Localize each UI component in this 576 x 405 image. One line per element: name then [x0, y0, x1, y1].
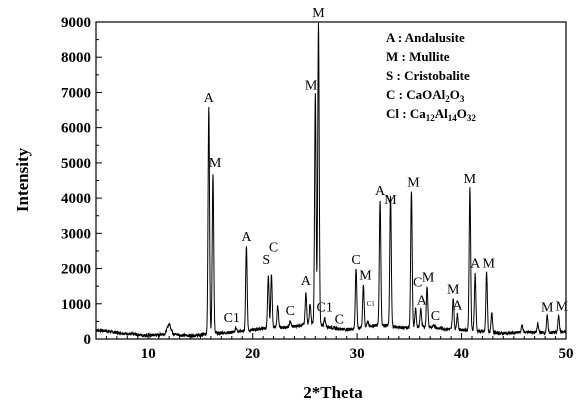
- y-tick-label: 9000: [61, 15, 91, 31]
- plot-border: [95, 21, 567, 340]
- y-tick-label: 2000: [61, 262, 91, 278]
- peak-label: M: [464, 172, 477, 187]
- peak-label: C1: [367, 300, 376, 308]
- x-tick-label: 30: [350, 346, 365, 362]
- peak-label: C: [413, 276, 422, 291]
- peak-label: M: [482, 256, 495, 271]
- peak-label: A: [452, 299, 463, 314]
- y-tick-label: 0: [84, 332, 92, 348]
- peak-label: A: [301, 274, 312, 289]
- peak-label: C: [431, 309, 440, 324]
- peak-label: M: [556, 300, 569, 315]
- peak-label: C1: [224, 311, 240, 326]
- legend-entry: S : Cristobalite: [386, 68, 470, 83]
- peak-label: A: [204, 91, 215, 106]
- peak-label: A: [417, 293, 428, 308]
- peak-label: S: [262, 253, 270, 268]
- peak-label: M: [422, 270, 435, 285]
- y-tick-label: 5000: [61, 156, 91, 172]
- peak-label: C: [335, 313, 344, 328]
- peak-label: C1: [317, 300, 333, 315]
- peak-label: M: [384, 193, 397, 208]
- y-axis-ticks: 0 1000 2000 3000 4000 5000 6000 7000 8000 9000: [61, 15, 102, 348]
- legend: A : Andalusite M : Mullite S : Cristobalit…: [386, 30, 476, 123]
- peak-label: A: [241, 230, 252, 245]
- plot-frame: [95, 21, 567, 340]
- peak-label: M: [541, 300, 554, 315]
- x-tick-label: 20: [245, 346, 260, 362]
- y-tick-label: 7000: [61, 85, 91, 101]
- peak-label: A: [470, 256, 481, 271]
- y-tick-label: 3000: [61, 226, 91, 242]
- peak-label: C: [269, 240, 278, 255]
- peak-label: M: [305, 78, 318, 93]
- x-axis-ticks: 10 20 30 40 50: [105, 333, 574, 362]
- y-tick-label: 8000: [61, 50, 91, 66]
- peak-label: A: [375, 184, 386, 199]
- peak-label: M: [359, 269, 372, 284]
- xrd-pattern-line: [95, 22, 567, 339]
- y-tick-label: 6000: [61, 121, 91, 137]
- legend-entry: C : CaOAl2O3: [386, 87, 465, 104]
- peak-label: M: [407, 175, 420, 190]
- peak-label: C: [286, 304, 295, 319]
- x-tick-label: 40: [454, 346, 469, 362]
- y-tick-label: 1000: [61, 297, 91, 313]
- y-axis-title: Intensity: [13, 147, 32, 212]
- peak-label: M: [209, 156, 222, 171]
- legend-entry: A : Andalusite: [386, 30, 465, 45]
- peak-label: M: [312, 6, 325, 21]
- x-tick-label: 10: [141, 346, 156, 362]
- legend-entry: M : Mullite: [386, 49, 450, 64]
- peak-label: M: [447, 283, 460, 298]
- peak-label: C: [351, 253, 360, 268]
- legend-entry: Cl : Ca12Al14O32: [386, 106, 476, 123]
- x-tick-label: 50: [559, 346, 574, 362]
- x-axis-title: 2*Theta: [303, 383, 363, 402]
- y-tick-label: 4000: [61, 191, 91, 207]
